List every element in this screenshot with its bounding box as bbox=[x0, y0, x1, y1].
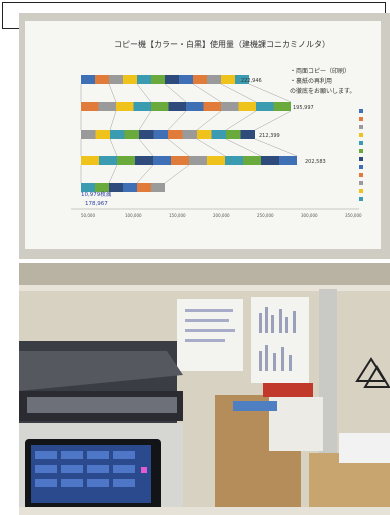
bar-segment bbox=[95, 75, 109, 84]
bar-segment bbox=[204, 102, 222, 111]
bar-segment bbox=[256, 102, 274, 111]
bar-segment bbox=[125, 130, 140, 139]
legend-swatch bbox=[359, 133, 363, 137]
legend-swatch bbox=[359, 165, 363, 169]
bar-total-1: 222,946 bbox=[241, 78, 262, 84]
blue-box bbox=[233, 401, 277, 411]
note-line-2: ・裏紙の再利用 bbox=[290, 77, 332, 85]
bar-segment bbox=[134, 102, 152, 111]
bar-segment bbox=[137, 183, 151, 192]
legend-swatch bbox=[359, 117, 363, 121]
bar-segment bbox=[123, 75, 137, 84]
chart-printout-photo: コピー機【カラー・白黒】使用量（建機課コニカミノルタ） 222,946 195,… bbox=[19, 13, 390, 259]
callout-reduction: 10,979枚減 bbox=[81, 190, 112, 198]
bar-segment bbox=[168, 130, 183, 139]
bar-segment bbox=[207, 75, 221, 84]
bar-segment bbox=[116, 102, 134, 111]
bar-segment bbox=[197, 130, 212, 139]
chart-printout-svg: コピー機【カラー・白黒】使用量（建機課コニカミノルタ） 222,946 195,… bbox=[19, 13, 390, 259]
bar-segment bbox=[153, 156, 171, 165]
legend-swatch bbox=[359, 181, 363, 185]
bar-segment bbox=[117, 156, 135, 165]
bar-segment bbox=[96, 130, 111, 139]
bar-segment bbox=[225, 156, 243, 165]
bar-segment bbox=[154, 130, 169, 139]
x-tick-label: 350,000 bbox=[345, 213, 362, 218]
bar-segment bbox=[99, 156, 117, 165]
bar-segment bbox=[193, 75, 207, 84]
legend-swatch bbox=[359, 109, 363, 113]
bar-segment bbox=[165, 75, 179, 84]
bar-total-4: 202,583 bbox=[305, 159, 326, 165]
bar-segment bbox=[274, 102, 292, 111]
note-line-1: ・両面コピー（印刷） bbox=[290, 67, 350, 75]
bar-segment bbox=[81, 102, 99, 111]
bar-segment bbox=[241, 130, 256, 139]
bar-segment bbox=[81, 156, 99, 165]
legend-swatch bbox=[359, 141, 363, 145]
bar-segment bbox=[151, 75, 165, 84]
bar-segment bbox=[110, 130, 125, 139]
bar-segment bbox=[261, 156, 279, 165]
bar-segment bbox=[81, 130, 96, 139]
bar-segment bbox=[179, 75, 193, 84]
bar-segment bbox=[109, 183, 123, 192]
bar-segment bbox=[226, 130, 241, 139]
bar-segment bbox=[123, 183, 137, 192]
bar-total-2: 195,997 bbox=[293, 105, 314, 111]
bar-segment bbox=[207, 156, 225, 165]
bar-segment bbox=[99, 102, 117, 111]
bar-segment bbox=[212, 130, 227, 139]
callout-total: 178,967 bbox=[85, 201, 108, 207]
legend-swatch bbox=[359, 189, 363, 193]
legend-swatch bbox=[359, 125, 363, 129]
bar-segment bbox=[151, 183, 165, 192]
legend-swatch bbox=[359, 157, 363, 161]
x-tick-label: 50,000 bbox=[81, 213, 95, 218]
bar-segment bbox=[81, 183, 95, 192]
bar-segment bbox=[221, 75, 235, 84]
chart-title: コピー機【カラー・白黒】使用量（建機課コニカミノルタ） bbox=[114, 39, 330, 49]
bar-segment bbox=[169, 102, 187, 111]
bar-segment bbox=[243, 156, 261, 165]
x-tick-label: 300,000 bbox=[301, 213, 318, 218]
bar-segment bbox=[109, 75, 123, 84]
legend-swatch bbox=[359, 197, 363, 201]
bar-segment bbox=[189, 156, 207, 165]
paper-stack bbox=[269, 397, 323, 451]
bar-segment bbox=[151, 102, 169, 111]
bar-total-3: 212,399 bbox=[259, 133, 280, 139]
bar-segment bbox=[171, 156, 189, 165]
bar-segment bbox=[239, 102, 257, 111]
copier-shelf-svg bbox=[19, 263, 390, 515]
bar-segment bbox=[81, 75, 95, 84]
x-tick-label: 150,000 bbox=[169, 213, 186, 218]
bar-segment bbox=[279, 156, 297, 165]
x-tick-label: 100,000 bbox=[125, 213, 142, 218]
bar-segment bbox=[183, 130, 198, 139]
copier-shelf-photo bbox=[19, 263, 390, 515]
bar-segment bbox=[137, 75, 151, 84]
bar-segment bbox=[186, 102, 204, 111]
bar-segment bbox=[135, 156, 153, 165]
bar-segment bbox=[139, 130, 154, 139]
x-tick-label: 250,000 bbox=[257, 213, 274, 218]
bar-segment bbox=[95, 183, 109, 192]
note-line-3: の徹底をお願いします。 bbox=[290, 87, 355, 95]
red-file-box bbox=[263, 383, 313, 397]
bar-segment bbox=[221, 102, 239, 111]
legend-swatch bbox=[359, 173, 363, 177]
legend-swatch bbox=[359, 149, 363, 153]
x-tick-label: 200,000 bbox=[213, 213, 230, 218]
